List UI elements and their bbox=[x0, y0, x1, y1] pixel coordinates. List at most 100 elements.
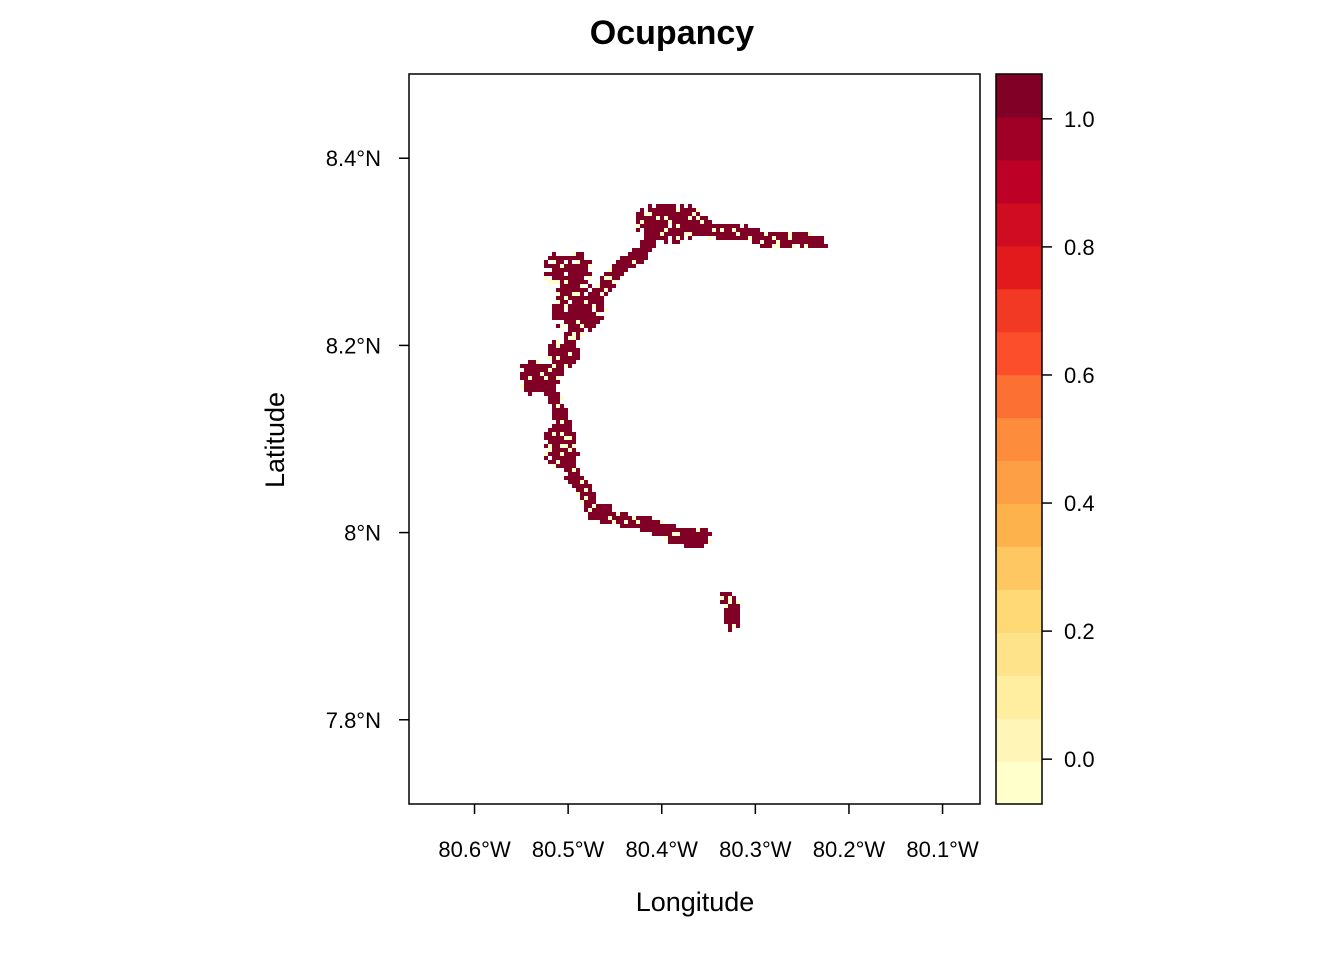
raster-cell bbox=[668, 212, 672, 216]
raster-cell bbox=[544, 384, 548, 388]
raster-cell bbox=[556, 360, 560, 364]
raster-cell bbox=[660, 524, 664, 528]
raster-cell bbox=[656, 220, 660, 224]
raster-cell bbox=[560, 292, 564, 296]
raster-cell bbox=[592, 292, 596, 296]
raster-cell bbox=[520, 376, 524, 380]
raster-cell bbox=[600, 292, 604, 296]
raster-cell bbox=[568, 256, 572, 260]
colorbar-swatch bbox=[996, 116, 1042, 161]
raster-cell bbox=[572, 276, 576, 280]
raster-cell bbox=[728, 616, 732, 620]
raster-cell bbox=[572, 444, 576, 448]
raster-cell bbox=[588, 324, 592, 328]
raster-cell bbox=[548, 344, 552, 348]
raster-cell bbox=[576, 480, 580, 484]
raster-cell bbox=[728, 224, 732, 228]
raster-cell bbox=[716, 232, 720, 236]
raster-cell bbox=[692, 224, 696, 228]
raster-cell bbox=[660, 532, 664, 536]
raster-cell bbox=[520, 372, 524, 376]
raster-cell bbox=[564, 280, 568, 284]
colorbar-tick-label: 0.0 bbox=[1064, 747, 1095, 772]
raster-cell bbox=[736, 232, 740, 236]
raster-cell bbox=[704, 224, 708, 228]
raster-cell bbox=[596, 508, 600, 512]
raster-cell bbox=[560, 396, 564, 400]
raster-cell bbox=[688, 212, 692, 216]
raster-cell bbox=[548, 368, 552, 372]
raster-cell bbox=[700, 540, 704, 544]
raster-cell bbox=[688, 208, 692, 212]
raster-cell bbox=[688, 544, 692, 548]
raster-cell bbox=[628, 516, 632, 520]
raster-cell bbox=[580, 476, 584, 480]
raster-cell bbox=[556, 364, 560, 368]
raster-cell bbox=[644, 220, 648, 224]
raster-cell bbox=[684, 232, 688, 236]
raster-cell bbox=[548, 400, 552, 404]
raster-cell bbox=[672, 228, 676, 232]
raster-cell bbox=[608, 280, 612, 284]
raster-cell bbox=[572, 292, 576, 296]
raster-cell bbox=[588, 488, 592, 492]
raster-cell bbox=[560, 412, 564, 416]
raster-cell bbox=[592, 296, 596, 300]
raster-cell bbox=[588, 516, 592, 520]
raster-cell bbox=[684, 208, 688, 212]
raster-cell bbox=[648, 228, 652, 232]
raster-cell bbox=[780, 240, 784, 244]
raster-cell bbox=[556, 296, 560, 300]
raster-cell bbox=[684, 220, 688, 224]
raster-cell bbox=[568, 424, 572, 428]
raster-cell bbox=[692, 216, 696, 220]
raster-cell bbox=[584, 288, 588, 292]
raster-cell bbox=[560, 312, 564, 316]
raster-cell bbox=[544, 260, 548, 264]
raster-cell bbox=[584, 484, 588, 488]
raster-cell bbox=[584, 308, 588, 312]
raster-cell bbox=[632, 256, 636, 260]
raster-cell bbox=[780, 232, 784, 236]
raster-cell bbox=[556, 460, 560, 464]
raster-cell bbox=[600, 308, 604, 312]
raster-cell bbox=[580, 268, 584, 272]
raster-cell bbox=[764, 232, 768, 236]
raster-cell bbox=[552, 256, 556, 260]
raster-cell bbox=[668, 540, 672, 544]
raster-cell bbox=[600, 276, 604, 280]
colorbar-swatch bbox=[996, 331, 1042, 376]
colorbar-swatch bbox=[996, 159, 1042, 204]
raster-cell bbox=[756, 228, 760, 232]
raster-cell bbox=[628, 264, 632, 268]
raster-cell bbox=[572, 316, 576, 320]
raster-cell bbox=[568, 324, 572, 328]
raster-cell bbox=[700, 536, 704, 540]
raster-cell bbox=[560, 372, 564, 376]
raster-cell bbox=[656, 524, 660, 528]
raster-cell bbox=[600, 516, 604, 520]
raster-cell bbox=[656, 532, 660, 536]
raster-cell bbox=[624, 264, 628, 268]
raster-cell bbox=[768, 236, 772, 240]
raster-cell bbox=[696, 228, 700, 232]
raster-cell bbox=[732, 236, 736, 240]
raster-cell bbox=[684, 228, 688, 232]
raster-cell bbox=[560, 436, 564, 440]
x-tick-label: 80.6°W bbox=[438, 837, 511, 862]
raster-cell bbox=[576, 472, 580, 476]
raster-cell bbox=[736, 228, 740, 232]
raster-cell bbox=[700, 224, 704, 228]
raster-cell bbox=[676, 220, 680, 224]
raster-cell bbox=[564, 364, 568, 368]
raster-cell bbox=[576, 492, 580, 496]
raster-cell bbox=[556, 392, 560, 396]
raster-cell bbox=[640, 216, 644, 220]
raster-cell bbox=[616, 272, 620, 276]
raster-cell bbox=[696, 224, 700, 228]
raster-cell bbox=[576, 272, 580, 276]
raster-cell bbox=[644, 528, 648, 532]
raster-cell bbox=[680, 224, 684, 228]
raster-cell bbox=[600, 280, 604, 284]
raster-cell bbox=[564, 288, 568, 292]
